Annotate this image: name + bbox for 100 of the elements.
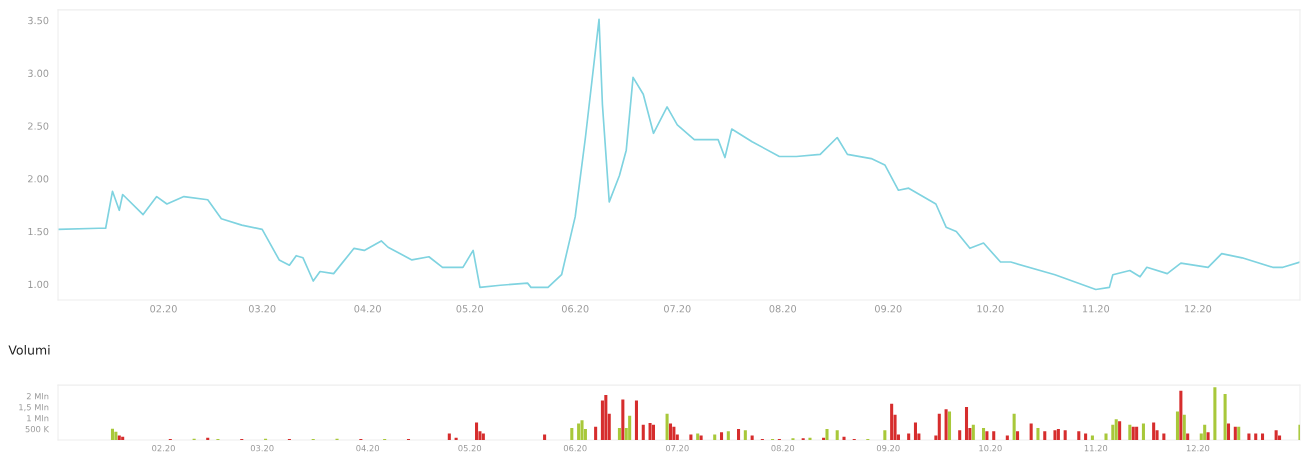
x-tick-label: 02.20 (152, 445, 175, 452)
bar (1084, 433, 1088, 440)
bar (1029, 423, 1033, 440)
x-tick-label: 12.20 (1185, 305, 1212, 313)
bar (1175, 411, 1179, 440)
bar (944, 409, 948, 440)
y-tick-label: 2.50 (28, 122, 49, 130)
bar (947, 411, 952, 440)
x-tick-label: 07.20 (664, 305, 691, 313)
bar (668, 423, 673, 440)
y-tick-label: 1 Mln (27, 414, 49, 422)
bar (117, 435, 121, 440)
bar (628, 415, 632, 440)
x-tick-label: 05.20 (456, 305, 484, 313)
bar (481, 433, 485, 440)
bar (883, 430, 887, 440)
x-tick-label: 06.20 (563, 445, 587, 452)
bar (937, 413, 941, 440)
bar (750, 435, 754, 440)
bar (447, 433, 451, 440)
bar (621, 399, 625, 440)
x-tick-label: 04.20 (356, 445, 380, 452)
bar (737, 429, 741, 440)
bar (1223, 393, 1227, 440)
x-tick-label: 09.20 (876, 445, 900, 452)
x-tick-label: 05.20 (458, 445, 482, 452)
y-tick-label: 3.00 (28, 69, 49, 77)
bar (604, 395, 608, 440)
bar (577, 423, 581, 440)
bar (648, 422, 652, 440)
x-tick-label: 11.20 (1082, 305, 1110, 313)
y-tick-label: 1.00 (28, 280, 49, 289)
x-tick-label: 04.20 (354, 305, 381, 313)
bar (1104, 433, 1108, 440)
bar (1213, 387, 1217, 440)
bar (1254, 433, 1258, 440)
bar (1114, 419, 1118, 440)
bar (1233, 426, 1237, 440)
bar (1274, 430, 1278, 440)
bar (1203, 424, 1207, 440)
bar (1036, 427, 1040, 440)
bar (808, 437, 812, 440)
bar (1152, 422, 1156, 440)
x-tick-label: 03.20 (248, 305, 276, 313)
bar (964, 407, 969, 440)
bar (672, 426, 676, 440)
bar (842, 436, 846, 440)
bar (1162, 433, 1166, 440)
y-tick-label: 500 K (25, 426, 50, 433)
bar (825, 429, 829, 440)
x-tick-label: 06.20 (561, 305, 589, 313)
bar (913, 422, 917, 440)
x-tick-label: 03.20 (250, 445, 274, 452)
y-tick-label: 2 Mln (26, 392, 49, 400)
x-tick-label: 08.20 (771, 445, 795, 452)
bar (1056, 429, 1060, 440)
bar (743, 430, 747, 440)
bar (835, 430, 839, 440)
y-tick-label: 3.50 (28, 16, 49, 25)
bar (651, 424, 655, 440)
x-tick-label: 10.20 (977, 305, 1004, 313)
bar (475, 422, 479, 440)
y-tick-label: 2.00 (28, 175, 49, 183)
bar (580, 420, 584, 440)
x-tick-label: 12.20 (1186, 445, 1210, 452)
bar (1077, 431, 1081, 440)
bar (1226, 423, 1231, 440)
bar (1118, 421, 1122, 440)
bar (1043, 431, 1047, 440)
x-tick-label: 08.20 (769, 305, 797, 313)
bar (665, 413, 669, 440)
x-tick-label: 11.20 (1084, 445, 1108, 452)
y-tick-label: 1.50 (28, 227, 49, 236)
bar (1016, 431, 1020, 440)
bar (890, 403, 894, 440)
bar (907, 433, 911, 440)
line-series (58, 18, 1300, 291)
x-tick-label: 02.20 (150, 305, 177, 313)
bar (1206, 432, 1210, 440)
bar (1179, 390, 1183, 440)
bar (981, 427, 986, 440)
bar (1005, 435, 1009, 440)
bar (617, 427, 621, 440)
bar (121, 436, 125, 440)
bar (1247, 433, 1251, 440)
bar (634, 400, 638, 440)
y-tick-label: 1,5 Mln (19, 403, 49, 412)
bar (570, 427, 574, 440)
x-tick-label: 09.20 (874, 305, 902, 313)
bar (1053, 430, 1057, 440)
bar (992, 431, 996, 440)
bar (1012, 413, 1016, 440)
bar (726, 431, 730, 440)
bar (1063, 430, 1067, 440)
bar (114, 431, 118, 440)
bar (985, 431, 989, 440)
bar (719, 432, 724, 440)
bar (1090, 435, 1094, 440)
bar (641, 424, 645, 440)
bar (1135, 426, 1139, 440)
